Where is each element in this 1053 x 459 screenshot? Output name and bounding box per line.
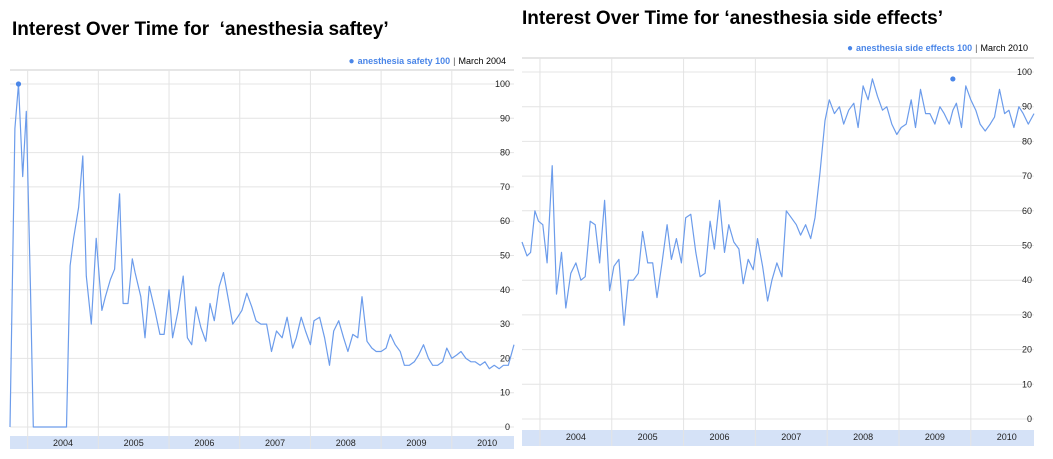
y-tick-label: 10 [1022,379,1032,389]
legend-peak-date: March 2004 [458,56,506,66]
x-tick-label: 2006 [194,438,214,448]
right-chart-title: Interest Over Time for ‘anesthesia side … [522,8,943,29]
x-tick-label: 2004 [53,438,73,448]
right-chart-panel: Interest Over Time for ‘anesthesia side … [520,0,1053,459]
y-tick-label: 50 [500,251,510,261]
y-tick-label: 60 [500,216,510,226]
y-tick-label: 10 [500,388,510,398]
y-tick-label: 0 [1027,414,1032,424]
y-tick-label: 40 [500,285,510,295]
y-tick-label: 70 [500,182,510,192]
y-tick-label: 90 [500,113,510,123]
y-tick-label: 60 [1022,206,1032,216]
right-line-chart: 0 10 20 30 40 50 60 70 80 90 100 2004 2005 2006 2007 20… [521,57,1035,446]
x-tick-label: 2008 [853,432,873,442]
y-tick-label: 100 [495,79,510,89]
legend-peak-date: March 2010 [980,43,1028,53]
y-tick-label: 80 [1022,136,1032,146]
series-line [521,78,1035,326]
x-tick-label: 2006 [709,432,729,442]
legend-marker-icon: ● [348,56,355,67]
legend-separator: | [975,43,978,53]
y-tick-label: 70 [1022,171,1032,181]
y-tick-label: 80 [500,148,510,158]
x-tick-label: 2009 [925,432,945,442]
left-chart-legend: ● anesthesia safety 100 | March 2004 [349,56,506,67]
legend-marker-icon: ● [847,43,854,54]
y-tick-label: 30 [1022,310,1032,320]
x-axis-band [522,430,1034,446]
y-tick-label: 50 [1022,241,1032,251]
x-tick-label: 2005 [638,432,658,442]
x-tick-label: 2007 [781,432,801,442]
x-axis-band [10,436,514,449]
right-chart-legend: ● anesthesia side effects 100 | March 2010 [847,43,1028,54]
legend-separator: | [453,56,456,66]
y-tick-label: 40 [1022,275,1032,285]
peak-marker [950,76,956,82]
peak-marker [15,81,22,87]
x-tick-label: 2004 [566,432,586,442]
x-tick-label: 2010 [477,438,497,448]
y-tick-label: 100 [1017,67,1032,77]
y-tick-label: 30 [500,319,510,329]
left-chart-panel: Interest Over Time for ‘anesthesia safte… [0,0,520,459]
y-tick-label: 20 [1022,345,1032,355]
left-chart-title: Interest Over Time for ‘anesthesia safte… [12,19,389,40]
y-tick-label: 20 [500,353,510,363]
legend-series-label: anesthesia side effects 100 [856,43,973,53]
legend-series-label: anesthesia safety 100 [357,56,451,66]
y-tick-label: 0 [505,422,510,432]
x-tick-label: 2010 [997,432,1017,442]
x-tick-label: 2005 [124,438,144,448]
x-tick-label: 2009 [406,438,426,448]
y-tick-label: 90 [1022,102,1032,112]
x-tick-label: 2008 [336,438,356,448]
x-tick-label: 2007 [265,438,285,448]
series-line [9,83,515,428]
left-line-chart: 0 10 20 30 40 50 60 70 80 90 100 2004 2005 2006 2007 20… [9,69,515,449]
